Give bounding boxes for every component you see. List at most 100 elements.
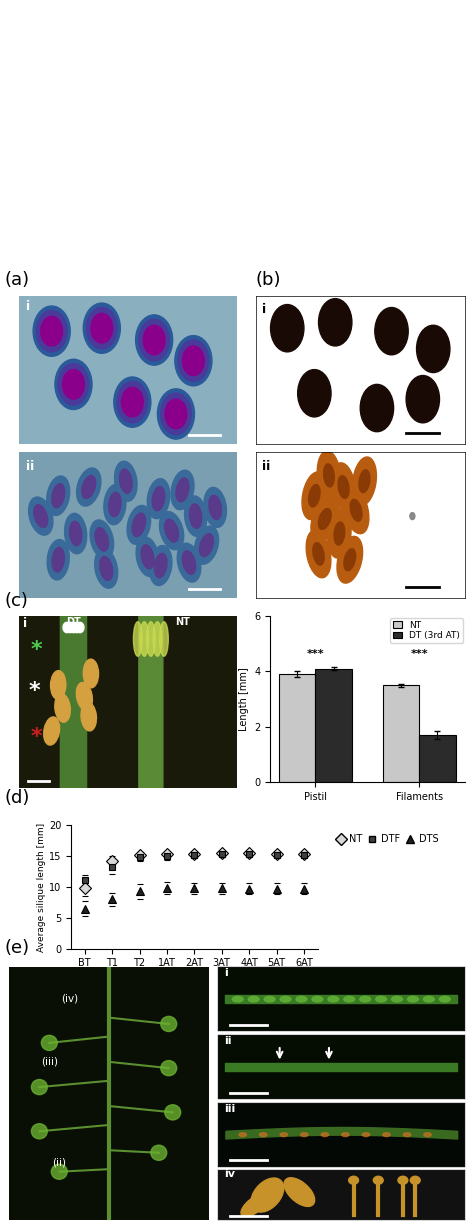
Circle shape [143, 325, 165, 355]
Ellipse shape [134, 622, 142, 657]
Circle shape [312, 997, 323, 1002]
Ellipse shape [77, 468, 101, 506]
Ellipse shape [334, 522, 345, 545]
Text: i: i [224, 968, 228, 978]
Legend: NT, DTF, DTS: NT, DTF, DTS [332, 830, 442, 848]
Circle shape [117, 382, 147, 423]
FancyBboxPatch shape [139, 607, 163, 797]
Text: iii: iii [224, 1104, 236, 1114]
Circle shape [157, 389, 194, 439]
Circle shape [232, 997, 243, 1002]
Ellipse shape [313, 543, 324, 565]
Ellipse shape [109, 493, 121, 516]
Circle shape [55, 360, 92, 409]
Bar [279, 674, 315, 782]
Circle shape [83, 303, 120, 354]
Circle shape [328, 997, 339, 1002]
Circle shape [36, 310, 67, 352]
Circle shape [248, 997, 259, 1002]
Circle shape [165, 399, 187, 429]
Ellipse shape [161, 1061, 177, 1076]
Ellipse shape [160, 622, 168, 657]
Ellipse shape [317, 451, 341, 500]
Circle shape [73, 622, 81, 633]
Ellipse shape [328, 509, 351, 558]
Circle shape [178, 340, 209, 382]
FancyBboxPatch shape [60, 607, 87, 797]
Ellipse shape [83, 659, 99, 687]
Ellipse shape [90, 520, 114, 559]
Ellipse shape [82, 476, 96, 499]
Ellipse shape [115, 461, 137, 501]
Text: (iv): (iv) [61, 994, 78, 1004]
Text: NT: NT [175, 617, 190, 627]
Text: *: * [28, 681, 40, 701]
Circle shape [296, 997, 307, 1002]
Text: iv: iv [224, 1169, 235, 1179]
Ellipse shape [184, 496, 207, 536]
Ellipse shape [194, 526, 219, 564]
Ellipse shape [338, 476, 349, 499]
Circle shape [344, 997, 355, 1002]
Text: (d): (d) [5, 788, 30, 807]
Ellipse shape [284, 1178, 315, 1206]
Ellipse shape [164, 519, 179, 542]
Ellipse shape [44, 717, 60, 745]
Ellipse shape [153, 622, 162, 657]
Text: (e): (e) [5, 939, 30, 957]
Ellipse shape [55, 694, 70, 722]
Circle shape [63, 622, 71, 633]
Ellipse shape [47, 540, 69, 580]
Ellipse shape [64, 514, 87, 553]
Ellipse shape [132, 514, 146, 536]
Circle shape [417, 325, 450, 372]
Ellipse shape [28, 496, 53, 535]
Text: *: * [31, 727, 42, 747]
Ellipse shape [161, 1016, 177, 1031]
Ellipse shape [331, 463, 356, 511]
Ellipse shape [190, 504, 202, 529]
Circle shape [439, 997, 450, 1002]
Circle shape [392, 997, 402, 1002]
Ellipse shape [302, 472, 327, 520]
Circle shape [182, 346, 204, 376]
X-axis label: Time: Time [181, 975, 208, 984]
Ellipse shape [47, 476, 70, 515]
Ellipse shape [104, 484, 126, 525]
Circle shape [360, 997, 371, 1002]
Text: (c): (c) [5, 591, 28, 610]
Text: (ii): (ii) [52, 1158, 66, 1168]
Ellipse shape [100, 557, 113, 580]
Circle shape [360, 384, 393, 431]
Ellipse shape [51, 670, 66, 700]
Ellipse shape [147, 479, 170, 519]
Ellipse shape [76, 683, 92, 711]
Text: *: * [31, 641, 42, 660]
Text: i: i [262, 303, 266, 317]
Circle shape [403, 1132, 410, 1137]
Circle shape [298, 370, 331, 416]
Text: ii: ii [262, 460, 271, 473]
Ellipse shape [31, 1124, 47, 1138]
Ellipse shape [155, 553, 167, 578]
Circle shape [362, 1132, 370, 1137]
Circle shape [33, 306, 70, 356]
Y-axis label: Average silique length [mm]: Average silique length [mm] [37, 823, 46, 951]
Circle shape [66, 622, 74, 633]
Ellipse shape [311, 496, 338, 541]
Circle shape [114, 377, 151, 428]
Ellipse shape [200, 533, 213, 557]
Text: ***: *** [307, 649, 324, 659]
Circle shape [423, 997, 434, 1002]
Ellipse shape [152, 487, 165, 511]
Text: i: i [26, 301, 30, 313]
Ellipse shape [34, 505, 48, 527]
Ellipse shape [95, 548, 118, 588]
Circle shape [175, 335, 212, 386]
Ellipse shape [209, 495, 221, 520]
Ellipse shape [165, 1105, 181, 1120]
Text: (b): (b) [256, 271, 282, 290]
Ellipse shape [176, 478, 189, 501]
Circle shape [271, 304, 304, 352]
Text: (a): (a) [5, 271, 30, 290]
